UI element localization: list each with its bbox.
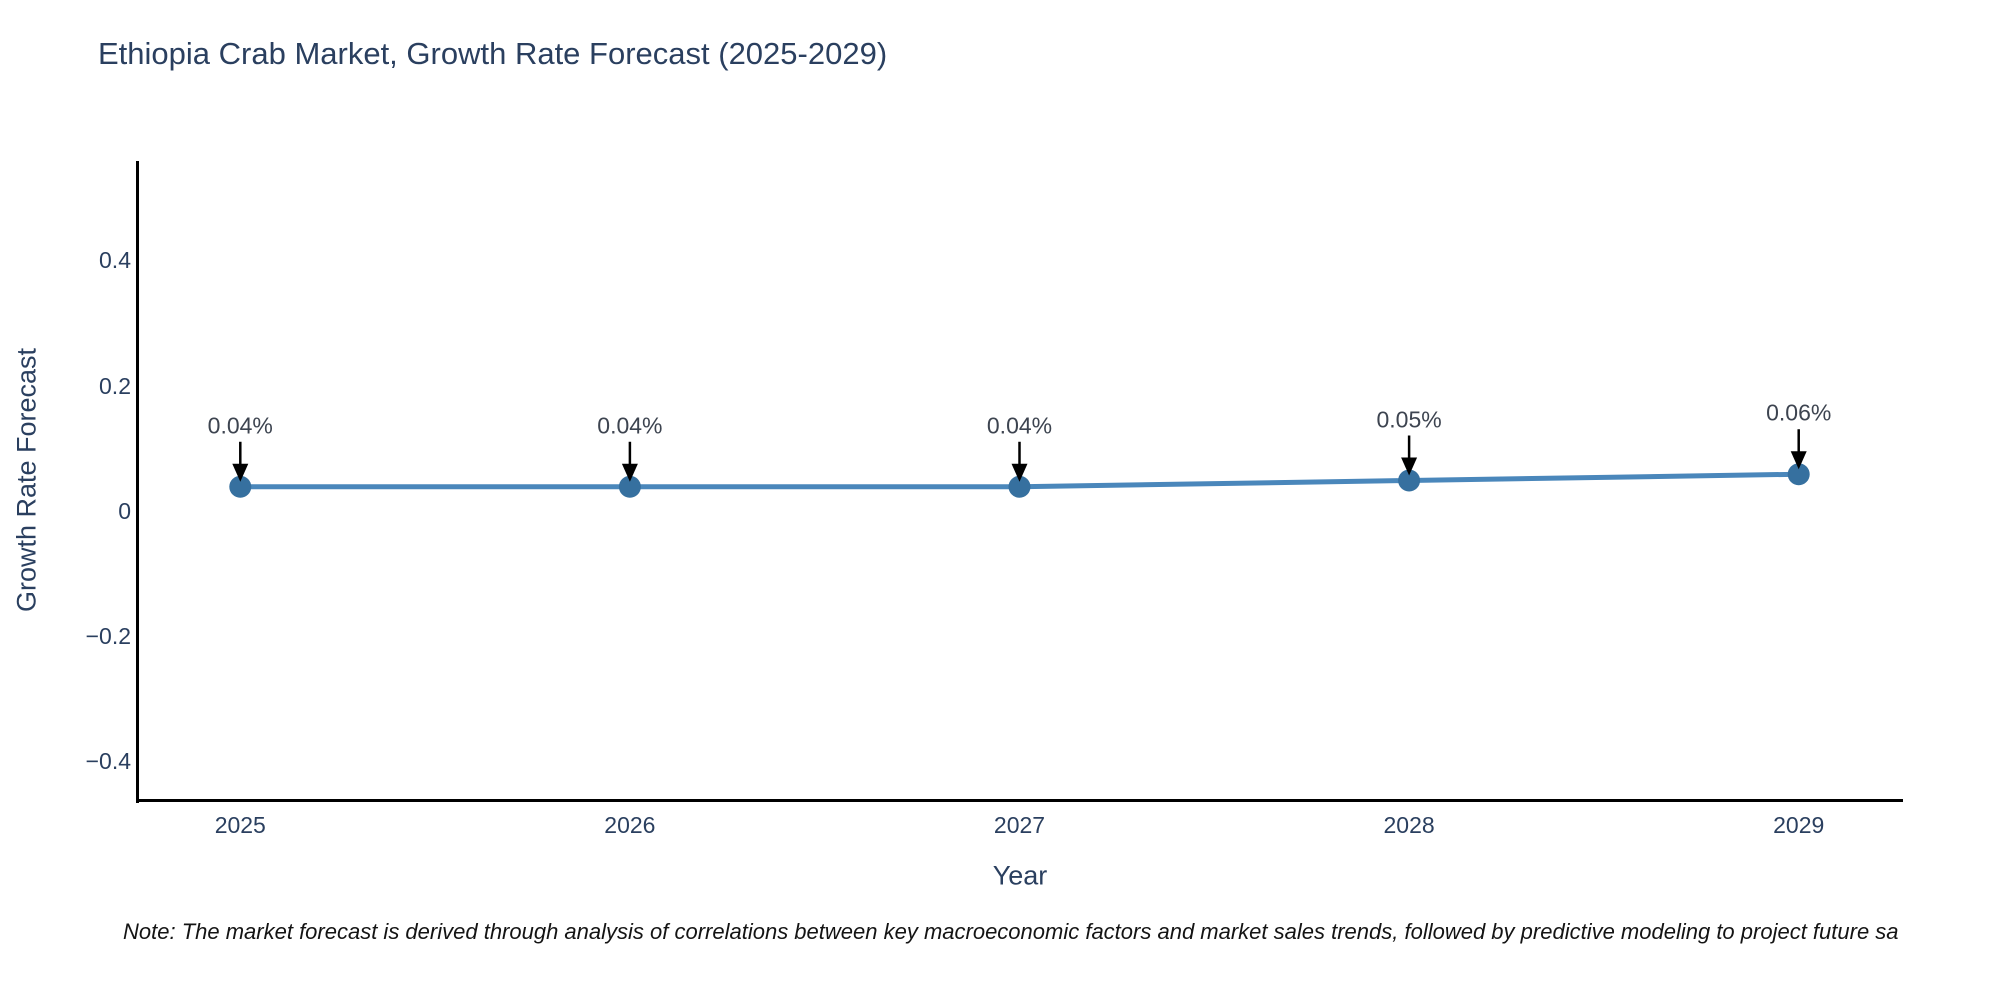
y-tick-label: −0.2 <box>85 623 131 650</box>
data-point-marker <box>229 475 252 498</box>
annotation-arrow-head <box>621 463 638 482</box>
y-tick-label: 0.2 <box>99 372 131 399</box>
x-axis-title: Year <box>992 860 1048 891</box>
annotation-arrow-head <box>1401 457 1418 476</box>
point-annotation: 0.05% <box>1376 406 1442 432</box>
footnote: Note: The market forecast is derived thr… <box>123 919 1899 944</box>
data-point-marker <box>618 475 641 498</box>
annotation-arrow-head <box>1790 451 1807 470</box>
x-tick-label: 2025 <box>214 812 266 838</box>
point-annotation: 0.06% <box>1766 399 1832 426</box>
x-axis-line <box>136 799 1903 802</box>
annotation-arrow-head <box>232 463 249 482</box>
y-tick-label: 0.4 <box>99 247 131 274</box>
annotation-arrow-head <box>1011 463 1028 482</box>
x-tick-label: 2029 <box>1773 812 1825 838</box>
point-annotation: 0.04% <box>986 412 1053 439</box>
x-tick-label: 2028 <box>1383 812 1435 838</box>
point-annotation: 0.04% <box>597 412 663 439</box>
data-point-marker <box>1787 463 1810 486</box>
y-tick-label: 0 <box>118 497 131 524</box>
point-annotation: 0.04% <box>207 412 273 439</box>
y-tick-label: −0.4 <box>85 748 131 775</box>
data-point-marker <box>1008 475 1031 498</box>
x-tick-label: 2027 <box>993 812 1046 838</box>
data-point-marker <box>1398 469 1421 492</box>
chart-title: Ethiopia Crab Market, Growth Rate Foreca… <box>98 36 888 71</box>
x-tick-label: 2026 <box>604 812 656 838</box>
y-axis-line <box>136 161 139 803</box>
